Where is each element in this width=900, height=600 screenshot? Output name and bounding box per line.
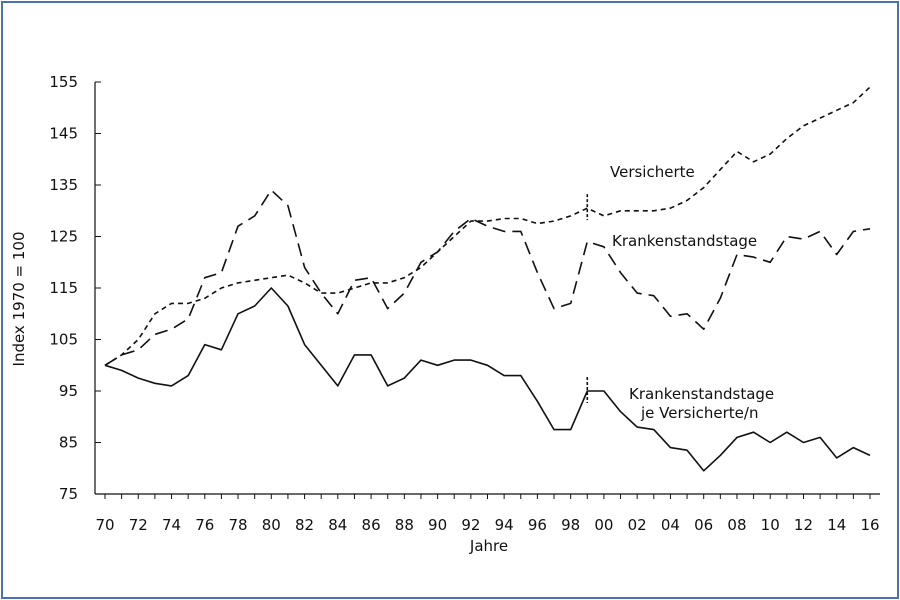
x-tick-label: 82 (295, 516, 314, 534)
x-tick-label: 72 (129, 516, 148, 534)
x-tick-label: 96 (528, 516, 547, 534)
x-tick-label: 70 (95, 516, 114, 534)
y-tick-label: 125 (49, 228, 78, 246)
x-tick-label: 08 (727, 516, 746, 534)
x-tick-label: 78 (228, 516, 247, 534)
x-tick-label: 04 (661, 516, 680, 534)
y-tick-label: 135 (49, 176, 78, 194)
x-tick-label: 10 (761, 516, 780, 534)
axes: 75 85 95 105 115 125 135 145 155 70 72 74 76 78 80 82 84… (49, 73, 880, 534)
annotation-krankenstandstage-je-versicherte-line1: Krankenstandstage (629, 385, 774, 403)
x-tick-label: 88 (395, 516, 414, 534)
y-tick-label: 115 (49, 279, 78, 297)
x-tick-label: 94 (495, 516, 514, 534)
y-tick-label: 155 (49, 73, 78, 91)
x-tick-label: 12 (794, 516, 813, 534)
x-tick-label: 14 (827, 516, 846, 534)
x-tick-label: 74 (162, 516, 181, 534)
y-axis-title: Index 1970 = 100 (10, 232, 28, 367)
x-axis-title: Jahre (469, 537, 508, 555)
x-tick-label: 84 (328, 516, 347, 534)
y-tick-label: 85 (59, 434, 78, 452)
x-tick-label: 98 (561, 516, 580, 534)
y-tick-label: 75 (59, 485, 78, 503)
x-tick-label: 90 (428, 516, 447, 534)
y-tick-label: 145 (49, 125, 78, 143)
series-line-0 (104, 86, 871, 366)
x-tick-label: 80 (262, 516, 281, 534)
y-tick-label: 95 (59, 382, 78, 400)
x-tick-label: 00 (594, 516, 613, 534)
series-line-1 (104, 189, 871, 366)
x-tick-label: 16 (860, 516, 879, 534)
annotation-krankenstandstage: Krankenstandstage (612, 232, 757, 250)
y-tick-label: 105 (49, 331, 78, 349)
x-tick-label: 06 (694, 516, 713, 534)
x-tick-label: 76 (195, 516, 214, 534)
series-line-2 (104, 287, 871, 472)
x-tick-label: 02 (628, 516, 647, 534)
annotation-krankenstandstage-je-versicherte-line2: je Versicherte/n (640, 404, 758, 422)
annotation-versicherte: Versicherte (610, 163, 695, 181)
x-tick-label: 86 (362, 516, 381, 534)
labels-layer: Jahre Index 1970 = 100 Versicherte Krank… (10, 163, 774, 555)
series-layer (104, 86, 871, 472)
x-tick-label: 92 (461, 516, 480, 534)
